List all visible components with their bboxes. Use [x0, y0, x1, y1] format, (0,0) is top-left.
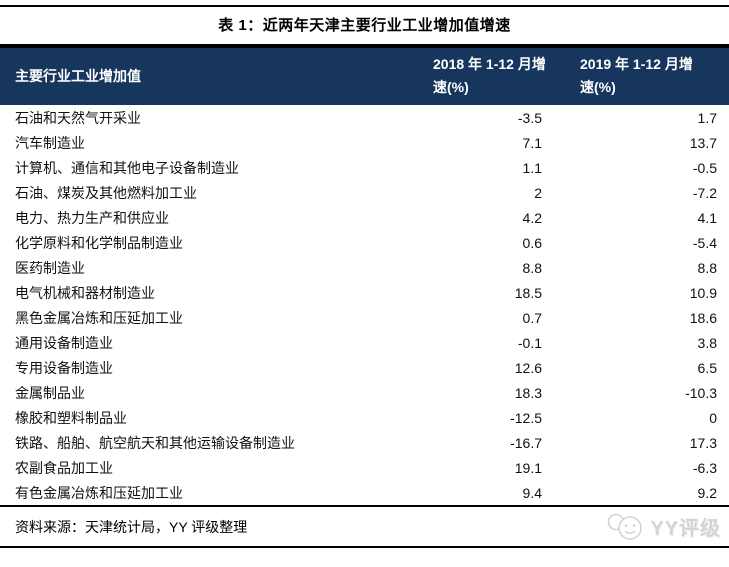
- source-note: 资料来源：天津统计局，YY 评级整理: [15, 518, 248, 535]
- growth-2018: 1.1: [522, 159, 542, 176]
- top-divider: [0, 5, 729, 7]
- table-row: 金属制品业 18.3 -10.3: [0, 380, 729, 405]
- table-row: 计算机、通信和其他电子设备制造业 1.1 -0.5: [0, 155, 729, 180]
- growth-2018: 18.5: [514, 284, 542, 301]
- growth-2019: 10.9: [689, 284, 717, 301]
- industry-name: 农副食品加工业: [15, 459, 113, 476]
- table-row: 电气机械和器材制造业 18.5 10.9: [0, 280, 729, 305]
- column-header-2018: 2018 年 1-12 月增 速(%): [420, 46, 566, 105]
- growth-2018: 4.2: [522, 209, 542, 226]
- column-header-industry: 主要行业工业增加值: [0, 46, 420, 105]
- growth-2019: 6.5: [697, 359, 717, 376]
- table-row: 农副食品加工业 19.1 -6.3: [0, 455, 729, 480]
- growth-2018: 2: [534, 184, 542, 201]
- growth-2018: 12.6: [514, 359, 542, 376]
- growth-2019: -7.2: [692, 184, 717, 201]
- table-footer: 资料来源：天津统计局，YY 评级整理 YY评级: [0, 507, 729, 548]
- watermark-text: YY评级: [650, 518, 721, 540]
- table-row: 石油、煤炭及其他燃料加工业 2 -7.2: [0, 180, 729, 205]
- growth-2018: 9.4: [522, 484, 542, 501]
- growth-2019: 1.7: [697, 109, 717, 126]
- growth-2018: 19.1: [514, 459, 542, 476]
- industry-name: 石油和天然气开采业: [15, 109, 141, 126]
- table-row: 橡胶和塑料制品业 -12.5 0: [0, 405, 729, 430]
- column-header-industry-label: 主要行业工业增加值: [15, 67, 141, 84]
- header-row: 主要行业工业增加值 2018 年 1-12 月增 速(%) 2019 年 1-1…: [0, 46, 729, 105]
- industry-growth-table: 主要行业工业增加值 2018 年 1-12 月增 速(%) 2019 年 1-1…: [0, 44, 729, 507]
- industry-name: 有色金属冶炼和压延加工业: [15, 484, 183, 501]
- growth-2018: 0.7: [522, 309, 542, 326]
- growth-2019: 18.6: [689, 309, 717, 326]
- industry-name: 黑色金属冶炼和压延加工业: [15, 309, 183, 326]
- table-row: 铁路、船舶、航空航天和其他运输设备制造业 -16.7 17.3: [0, 430, 729, 455]
- table-row: 通用设备制造业 -0.1 3.8: [0, 330, 729, 355]
- industry-name: 铁路、船舶、航空航天和其他运输设备制造业: [15, 434, 295, 451]
- growth-2018: -16.7: [510, 434, 542, 451]
- growth-2019: 8.8: [697, 259, 717, 276]
- growth-2019: -5.4: [692, 234, 717, 251]
- growth-2019: -0.5: [692, 159, 717, 176]
- growth-2019: -10.3: [685, 384, 717, 401]
- table-header: 主要行业工业增加值 2018 年 1-12 月增 速(%) 2019 年 1-1…: [0, 46, 729, 105]
- industry-name: 金属制品业: [15, 384, 85, 401]
- industry-name: 计算机、通信和其他电子设备制造业: [15, 159, 239, 176]
- industry-name: 汽车制造业: [15, 134, 85, 151]
- table-row: 化学原料和化学制品制造业 0.6 -5.4: [0, 230, 729, 255]
- industry-name: 专用设备制造业: [15, 359, 113, 376]
- growth-2018: 7.1: [522, 134, 542, 151]
- growth-2018: -0.1: [517, 334, 542, 351]
- growth-2019: 3.8: [697, 334, 717, 351]
- growth-2019: 13.7: [689, 134, 717, 151]
- yy-rating-logo-icon: [608, 513, 643, 540]
- industry-name: 医药制造业: [15, 259, 85, 276]
- table-row: 汽车制造业 7.1 13.7: [0, 130, 729, 155]
- growth-2018: 8.8: [522, 259, 542, 276]
- industry-name: 通用设备制造业: [15, 334, 113, 351]
- watermark: YY评级: [604, 512, 721, 542]
- growth-2019: 0: [709, 409, 717, 426]
- growth-2019: 17.3: [689, 434, 717, 451]
- industry-table-body: 石油和天然气开采业 -3.5 1.7 汽车制造业 7.1 13.7 计算机、通信…: [0, 105, 729, 506]
- industry-name: 橡胶和塑料制品业: [15, 409, 127, 426]
- industry-name: 电气机械和器材制造业: [15, 284, 155, 301]
- table-row: 专用设备制造业 12.6 6.5: [0, 355, 729, 380]
- industry-name: 石油、煤炭及其他燃料加工业: [15, 184, 197, 201]
- column-header-2019: 2019 年 1-12 月增 速(%): [566, 46, 729, 105]
- growth-2019: 4.1: [697, 209, 717, 226]
- table-row: 医药制造业 8.8 8.8: [0, 255, 729, 280]
- table-row: 石油和天然气开采业 -3.5 1.7: [0, 105, 729, 130]
- industry-name: 化学原料和化学制品制造业: [15, 234, 183, 251]
- table-title: 表 1：近两年天津主要行业工业增加值增速: [218, 17, 511, 34]
- table-row: 有色金属冶炼和压延加工业 9.4 9.2: [0, 480, 729, 506]
- growth-2019: -6.3: [692, 459, 717, 476]
- growth-2019: 9.2: [697, 484, 717, 501]
- table-row: 黑色金属冶炼和压延加工业 0.7 18.6: [0, 305, 729, 330]
- industry-name: 电力、热力生产和供应业: [15, 209, 169, 226]
- growth-2018: -3.5: [517, 109, 542, 126]
- table-row: 电力、热力生产和供应业 4.2 4.1: [0, 205, 729, 230]
- growth-2018: 0.6: [522, 234, 542, 251]
- growth-2018: -12.5: [510, 409, 542, 426]
- growth-2018: 18.3: [514, 384, 542, 401]
